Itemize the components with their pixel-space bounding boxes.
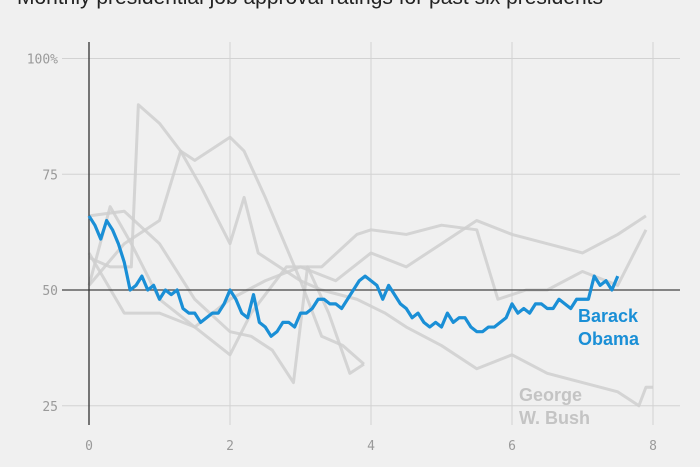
x-tick-label: 8 xyxy=(649,439,657,454)
y-tick-label: 100% xyxy=(27,53,58,68)
y-tick-label: 50 xyxy=(42,284,58,299)
x-tick-label: 6 xyxy=(508,439,516,454)
obama-label: Obama xyxy=(578,329,640,349)
obama-line xyxy=(87,215,620,338)
y-tick-label: 75 xyxy=(42,168,58,183)
x-tick-label: 2 xyxy=(226,439,234,454)
gray-series-line xyxy=(87,214,647,329)
gray-series-line xyxy=(87,205,648,357)
chart-title: Monthly presidential job approval rating… xyxy=(17,0,603,10)
x-tick-label: 0 xyxy=(85,439,93,454)
gray-series-line xyxy=(88,103,653,408)
gray-series-line xyxy=(88,209,365,385)
bush-label: W. Bush xyxy=(519,408,590,428)
gray-series-line xyxy=(87,135,365,366)
y-tick-label: 25 xyxy=(42,400,58,415)
obama-label: Barack xyxy=(578,306,639,326)
x-tick-label: 4 xyxy=(367,439,375,454)
bush-label: George xyxy=(519,385,582,405)
